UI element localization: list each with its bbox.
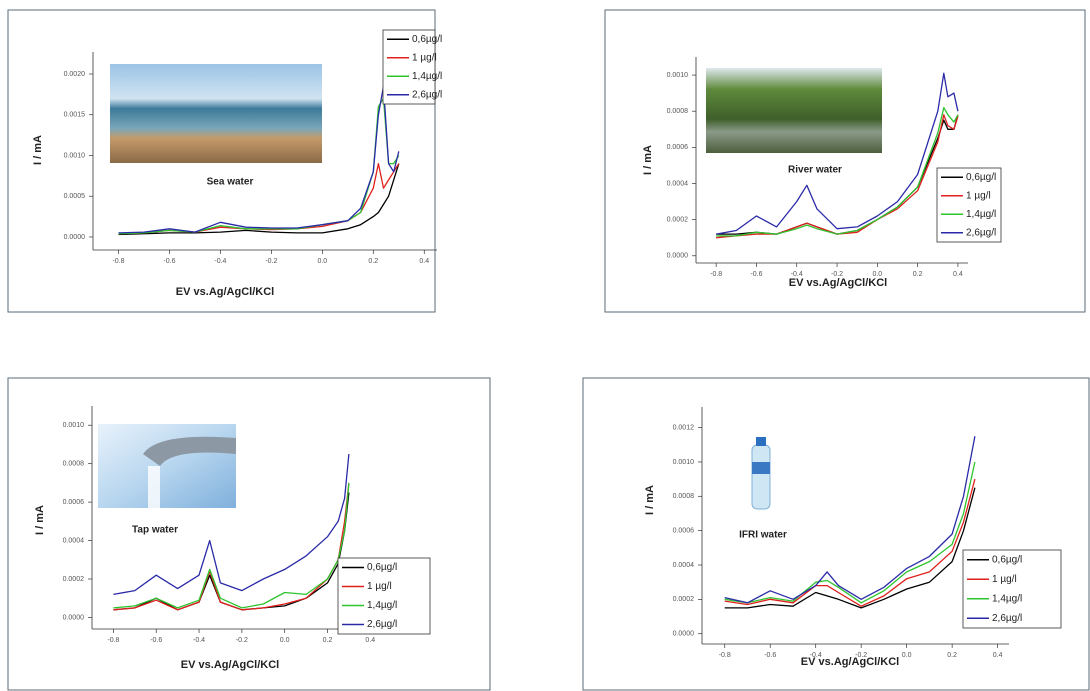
y-tick-label: 0.0010 (673, 459, 695, 466)
legend-label: 0,6µg/l (412, 34, 442, 45)
y-tick-label: 0.0006 (673, 527, 695, 534)
legend-label: 1 µg/l (412, 52, 437, 63)
y-tick-label: 0.0012 (673, 424, 695, 431)
y-tick-label: 0.0010 (63, 422, 85, 429)
legend-label: 1 µg/l (966, 190, 991, 201)
x-axis-label: EV vs.Ag/AgCl/KCl (789, 277, 887, 289)
y-axis-label: I / mA (32, 135, 44, 165)
x-tick-label: -0.6 (750, 271, 762, 278)
legend-label: 0,6µg/l (367, 562, 397, 573)
annotation: IFRI water (739, 530, 787, 541)
chart-panel: 0.0000 0.0002 0.0004 0.0006 0.0008 0.0010 -0.8… (8, 378, 490, 690)
bottle-cap (756, 437, 766, 446)
y-tick-label: 0.0002 (667, 216, 689, 223)
y-tick-label: 0.0006 (63, 499, 85, 506)
y-tick-label: 0.0010 (667, 72, 689, 79)
legend-label: 1,4µg/l (992, 593, 1022, 604)
x-tick-label: -0.8 (710, 271, 722, 278)
y-tick-label: 0.0005 (64, 193, 86, 200)
inset-photo (110, 64, 322, 163)
series-line (119, 164, 399, 234)
annotation: Sea water (207, 177, 254, 188)
annotation: Tap water (132, 525, 178, 536)
x-tick-label: -0.8 (107, 637, 119, 644)
y-tick-label: 0.0000 (673, 631, 695, 638)
y-tick-label: 0.0000 (667, 253, 689, 260)
legend-label: 1,4µg/l (412, 71, 442, 82)
y-tick-label: 0.0010 (64, 152, 86, 159)
y-tick-label: 0.0015 (64, 112, 86, 119)
bottle-label (752, 462, 770, 474)
x-tick-label: -0.8 (719, 652, 731, 659)
y-tick-label: 0.0008 (667, 108, 689, 115)
x-axis-label: EV vs.Ag/AgCl/KCl (176, 286, 274, 298)
x-tick-label: 0.4 (993, 652, 1003, 659)
y-axis-label: I / mA (644, 485, 656, 515)
y-tick-label: 0.0006 (667, 144, 689, 151)
y-tick-label: 0.0000 (63, 614, 85, 621)
bottle (752, 445, 770, 509)
y-tick-label: 0.0008 (63, 461, 85, 468)
x-tick-label: -0.6 (163, 258, 175, 265)
legend-label: 1 µg/l (367, 581, 392, 592)
y-tick-label: 0.0004 (667, 180, 689, 187)
inset-photo (98, 424, 236, 508)
chart-panel: 0.0000 0.0002 0.0004 0.0006 0.0008 0.0010 -0.8… (605, 10, 1085, 312)
y-tick-label: 0.0002 (673, 596, 695, 603)
figure: 0.0000 0.0005 0.0010 0.0015 0.0020 -0.8 -0.6 -0… (0, 0, 1090, 691)
y-tick-label: 0.0002 (63, 576, 85, 583)
x-tick-label: 0.2 (368, 258, 378, 265)
x-tick-label: -0.8 (112, 258, 124, 265)
legend-label: 0,6µg/l (966, 172, 996, 183)
x-tick-label: -0.6 (764, 652, 776, 659)
water-stream (148, 466, 160, 508)
x-tick-label: -0.2 (236, 637, 248, 644)
chart-panel: 0.0000 0.0005 0.0010 0.0015 0.0020 -0.8 -0.6 -0… (8, 10, 442, 312)
annotation: River water (788, 165, 842, 176)
legend-label: 1,4µg/l (367, 600, 397, 611)
x-axis-label: EV vs.Ag/AgCl/KCl (181, 659, 279, 671)
y-tick-label: 0.0004 (673, 562, 695, 569)
legend-label: 2,6µg/l (367, 619, 397, 630)
y-tick-label: 0.0008 (673, 493, 695, 500)
x-tick-label: -0.4 (214, 258, 226, 265)
x-tick-label: 0.0 (902, 652, 912, 659)
chart-panel: 0.00000.00020.00040.00060.00080.00100.00… (583, 378, 1089, 690)
legend-label: 1,4µg/l (966, 209, 996, 220)
x-tick-label: 0.0 (317, 258, 327, 265)
x-tick-label: 0.2 (323, 637, 333, 644)
legend-label: 2,6µg/l (966, 227, 996, 238)
panel-border (583, 378, 1089, 690)
x-tick-label: 0.2 (947, 652, 957, 659)
legend-label: 0,6µg/l (992, 554, 1022, 565)
y-tick-label: 0.0004 (63, 537, 85, 544)
x-tick-label: 0.2 (913, 271, 923, 278)
x-tick-label: -0.4 (193, 637, 205, 644)
x-tick-label: 0.4 (365, 637, 375, 644)
x-axis-label: EV vs.Ag/AgCl/KCl (801, 656, 899, 668)
x-tick-label: -0.2 (265, 258, 277, 265)
legend-label: 1 µg/l (992, 574, 1017, 585)
x-tick-label: 0.0 (280, 637, 290, 644)
legend-label: 2,6µg/l (992, 613, 1022, 624)
series-line (119, 164, 399, 235)
x-tick-label: -0.6 (150, 637, 162, 644)
y-tick-label: 0.0000 (64, 234, 86, 241)
inset-photo (706, 68, 882, 153)
y-tick-label: 0.0020 (64, 71, 86, 78)
x-tick-label: 0.4 (419, 258, 429, 265)
panel-border (605, 10, 1085, 312)
legend-label: 2,6µg/l (412, 89, 442, 100)
y-axis-label: I / mA (34, 505, 46, 535)
y-axis-label: I / mA (642, 145, 654, 175)
x-tick-label: 0.4 (953, 271, 963, 278)
